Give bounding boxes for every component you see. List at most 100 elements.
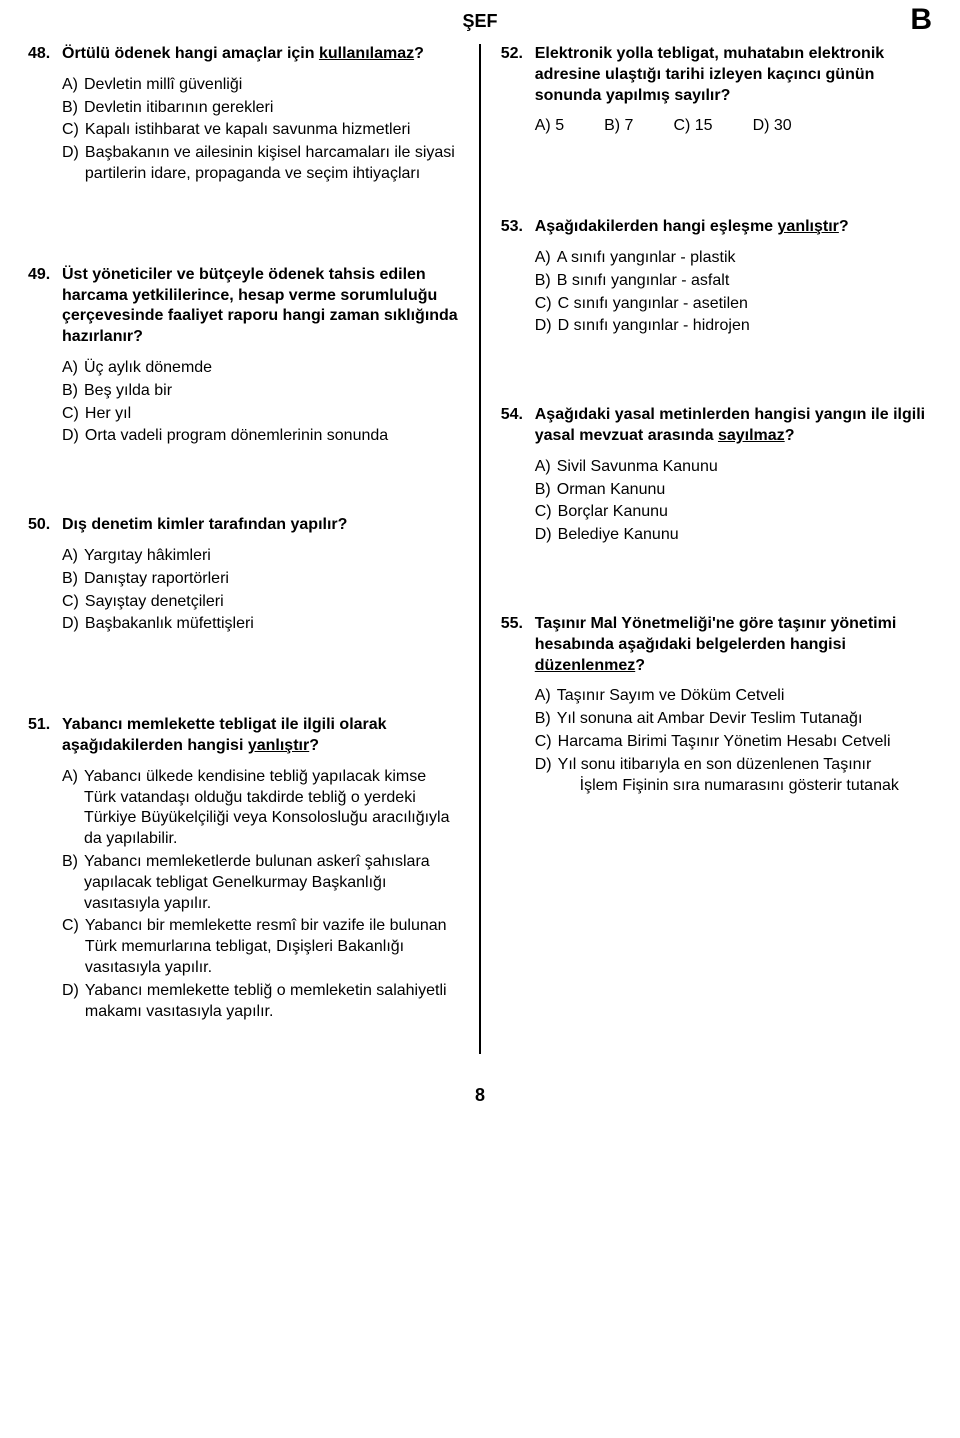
option-d: D)Başbakanın ve ailesinin kişisel harcam… (62, 143, 459, 185)
option-prefix: D) (535, 525, 552, 546)
question-text: Elektronik yolla tebligat, muhatabın ele… (535, 44, 932, 106)
question-51: 51. Yabancı memlekette tebligat ile ilgi… (28, 715, 459, 1022)
question-text-pre: Yabancı memlekette tebligat ile ilgili o… (62, 716, 387, 754)
option-b: B) B sınıfı yangınlar - asfalt (535, 271, 932, 292)
option-d: D) Yıl sonu itibarıyla en son düzenlenen… (535, 755, 932, 797)
option-text: Kapalı istihbarat ve kapalı savunma hizm… (85, 120, 411, 141)
option-d: D) Başbakanlık müfettişleri (62, 614, 459, 635)
option-text: Yabancı memleketlerde bulunan askerî şah… (84, 852, 459, 914)
option-text: Başbakanlık müfettişleri (85, 614, 254, 635)
option-prefix: B) (535, 271, 551, 292)
option-prefix: A) (62, 546, 78, 567)
option-text: B sınıfı yangınlar - asfalt (557, 271, 730, 292)
option-a: A)Yabancı ülkede kendisine tebliğ yapıla… (62, 767, 459, 850)
question-text-underline: yanlıştır (248, 737, 309, 754)
option-b: B)Orman Kanunu (535, 480, 932, 501)
options: A) Taşınır Sayım ve Döküm Cetveli B)Yıl s… (501, 686, 932, 796)
option-prefix: D) (535, 316, 552, 337)
question-text: Üst yöneticiler ve bütçeyle ödenek tahsi… (62, 265, 459, 348)
option-text: Yıl sonuna ait Ambar Devir Teslim Tutana… (557, 709, 863, 730)
option-c: C)Harcama Birimi Taşınır Yönetim Hesabı … (535, 732, 932, 753)
option-prefix: C) (62, 916, 79, 978)
option-text: Harcama Birimi Taşınır Yönetim Hesabı Ce… (558, 732, 891, 753)
question-text-post: ? (785, 427, 795, 444)
option-text: Yargıtay hâkimleri (84, 546, 211, 567)
option-c: C) C sınıfı yangınlar - asetilen (535, 294, 932, 315)
option-text: Başbakanın ve ailesinin kişisel harcamal… (85, 143, 459, 185)
option-text: Devletin millî güvenliği (84, 75, 242, 96)
question-55: 55. Taşınır Mal Yönetmeliği'ne göre taşı… (501, 614, 932, 796)
question-text-pre: Aşağıdakilerden hangi eşleşme (535, 218, 778, 235)
question-text: Yabancı memlekette tebligat ile ilgili o… (62, 715, 459, 757)
option-text: Her yıl (85, 404, 131, 425)
option-text: Yıl sonu itibarıyla en son düzenlenen Ta… (558, 755, 899, 797)
option-a: A) 5 (535, 116, 564, 137)
option-text: Sayıştay denetçileri (85, 592, 224, 613)
option-text: C sınıfı yangınlar - asetilen (558, 294, 748, 315)
options: A)Yabancı ülkede kendisine tebliğ yapıla… (28, 767, 459, 1023)
question-50: 50. Dış denetim kimler tarafından yapılı… (28, 515, 459, 635)
options: A)Sivil Savunma Kanunu B)Orman Kanunu C)… (501, 457, 932, 546)
option-prefix: B) (62, 569, 78, 590)
page-number: 8 (28, 1084, 932, 1107)
option-b: B)Danıştay raportörleri (62, 569, 459, 590)
option-prefix: C) (62, 404, 79, 425)
question-54: 54. Aşağıdaki yasal metinlerden hangisi … (501, 405, 932, 546)
option-text: Yabancı memlekette tebliğ o memleketin s… (85, 981, 459, 1023)
option-text: Beş yılda bir (84, 381, 172, 402)
question-48: 48. Örtülü ödenek hangi amaçlar için kul… (28, 44, 459, 185)
option-text: Yabancı ülkede kendisine tebliğ yapılaca… (84, 767, 459, 850)
option-c: C)Yabancı bir memlekette resmî bir vazif… (62, 916, 459, 978)
option-text: Taşınır Sayım ve Döküm Cetveli (557, 686, 785, 707)
option-prefix: D) (62, 614, 79, 635)
option-prefix: A) (535, 457, 551, 478)
option-a: A)A sınıfı yangınlar - plastik (535, 248, 932, 269)
question-text: Taşınır Mal Yönetmeliği'ne göre taşınır … (535, 614, 932, 676)
question-number: 53. (501, 217, 535, 238)
question-text-post: ? (839, 218, 849, 235)
option-prefix: B) (535, 480, 551, 501)
option-c: C)Kapalı istihbarat ve kapalı savunma hi… (62, 120, 459, 141)
question-number: 50. (28, 515, 62, 536)
options: A) Yargıtay hâkimleri B)Danıştay raportör… (28, 546, 459, 635)
option-text: Orta vadeli program dönemlerinin sonunda (85, 426, 388, 447)
option-c: C) Her yıl (62, 404, 459, 425)
question-number: 51. (28, 715, 62, 736)
option-prefix: A) (62, 75, 78, 96)
option-prefix: A) (535, 686, 551, 707)
option-prefix: A) (535, 248, 551, 269)
option-b: B) 7 (604, 116, 633, 137)
options-inline: A) 5 B) 7 C) 15 D) 30 (501, 116, 932, 137)
question-52: 52. Elektronik yolla tebligat, muhatabın… (501, 44, 932, 137)
option-prefix: B) (62, 852, 78, 914)
question-number: 55. (501, 614, 535, 635)
option-d: D)Belediye Kanunu (535, 525, 932, 546)
option-prefix: C) (535, 294, 552, 315)
option-c: C) 15 (673, 116, 712, 137)
question-text-post: ? (414, 45, 424, 62)
question-49: 49. Üst yöneticiler ve bütçeyle ödenek t… (28, 265, 459, 447)
option-prefix: B) (62, 381, 78, 402)
option-d-line1: Yıl sonu itibarıyla en son düzenlenen Ta… (558, 756, 872, 773)
option-prefix: D) (62, 981, 79, 1023)
question-text: Aşağıdakilerden hangi eşleşme yanlıştır? (535, 217, 849, 238)
option-text: Yabancı bir memlekette resmî bir vazife … (85, 916, 459, 978)
option-prefix: A) (62, 767, 78, 850)
option-text: Devletin itibarının gerekleri (84, 98, 273, 119)
left-column: 48. Örtülü ödenek hangi amaçlar için kul… (28, 44, 479, 1054)
option-text: D sınıfı yangınlar - hidrojen (558, 316, 750, 337)
option-c: C)Borçlar Kanunu (535, 502, 932, 523)
option-prefix: D) (62, 143, 79, 185)
option-b: B)Yabancı memleketlerde bulunan askerî ş… (62, 852, 459, 914)
question-text-underline: yanlıştır (778, 218, 839, 235)
option-b: B)Yıl sonuna ait Ambar Devir Teslim Tuta… (535, 709, 932, 730)
header-title: ŞEF (462, 10, 497, 33)
option-c: C)Sayıştay denetçileri (62, 592, 459, 613)
option-a: A)Üç aylık dönemde (62, 358, 459, 379)
option-d: D) 30 (753, 116, 792, 137)
option-prefix: C) (535, 502, 552, 523)
option-a: A) Yargıtay hâkimleri (62, 546, 459, 567)
header-booklet-letter: B (910, 0, 932, 39)
question-text: Aşağıdaki yasal metinlerden hangisi yang… (535, 405, 932, 447)
option-a: A) Devletin millî güvenliği (62, 75, 459, 96)
